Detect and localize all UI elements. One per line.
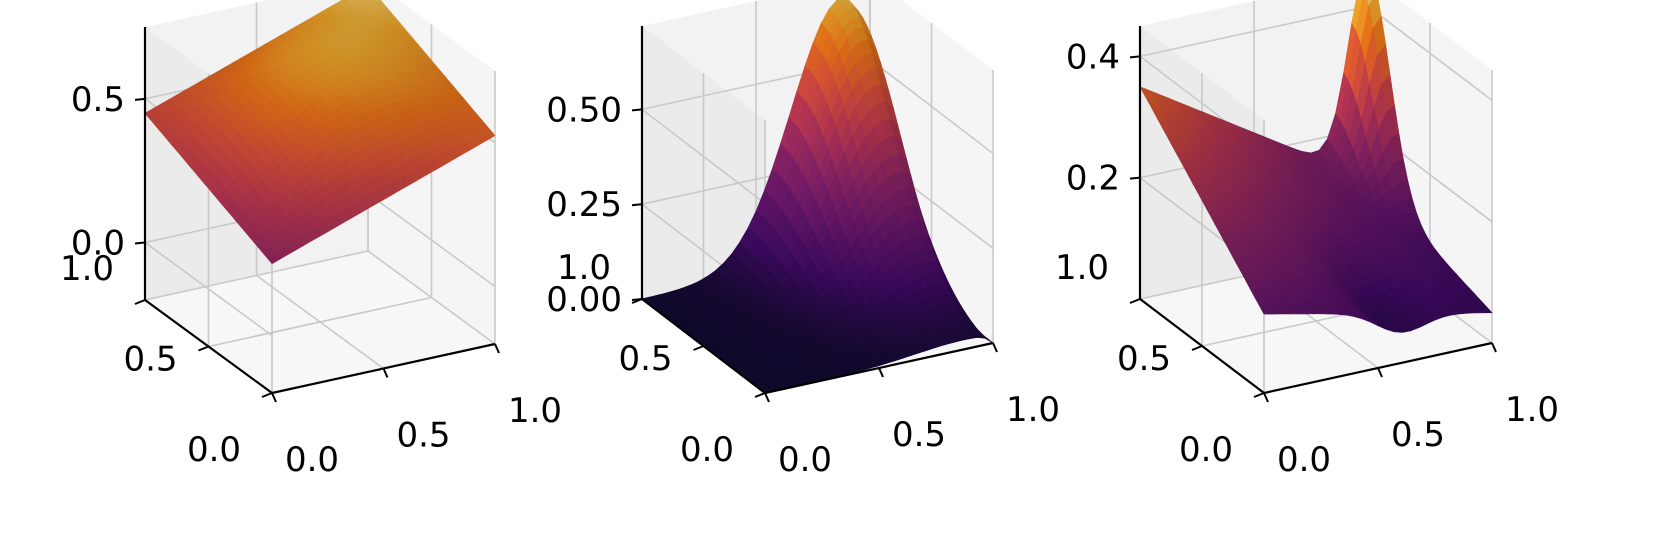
x-tick-label: 1.0 <box>1505 390 1559 430</box>
x-tick-label: 1.0 <box>1006 390 1060 430</box>
y-tick <box>1129 298 1141 304</box>
x-tick <box>1491 342 1497 353</box>
z-tick-label: 0.5 <box>71 80 125 120</box>
surface-patch <box>1259 305 1273 315</box>
surface-mesh <box>1139 0 1493 333</box>
axis-lines <box>631 26 998 403</box>
x-tick <box>1263 392 1269 403</box>
tick-labels: 0.00.51.00.00.51.00.000.250.50 <box>546 90 1060 480</box>
axis-lines <box>1129 26 1497 403</box>
y-tick-label: 0.0 <box>1179 430 1233 470</box>
x-tick-label: 0.0 <box>1277 440 1331 480</box>
surface-plot-3: 0.0 0.5 1.0 0.0 0.5 1.0 0.2 0.4 <box>1055 0 1559 480</box>
surface-patch <box>267 252 281 265</box>
y-tick-label: 0.5 <box>123 340 177 380</box>
y-tick <box>261 392 273 398</box>
z-tick-label: 0.4 <box>1066 37 1120 77</box>
surface-mesh <box>144 0 496 265</box>
x-tick-label: 1.0 <box>508 391 562 431</box>
x-tick-label: 0.0 <box>778 440 832 480</box>
x-tick <box>764 392 770 403</box>
z-tick-label: 0.50 <box>546 90 622 130</box>
y-tick <box>198 345 209 352</box>
y-tick-label: 0.5 <box>618 339 672 379</box>
x-tick-label: 0.5 <box>892 415 946 455</box>
y-tick-label: 1.0 <box>1055 248 1109 288</box>
axis-lines <box>134 27 500 403</box>
y-tick <box>134 299 146 305</box>
z-tick <box>1129 55 1141 59</box>
z-tick <box>134 241 146 245</box>
x-tick-label: 0.5 <box>1391 415 1445 455</box>
y-tick <box>754 392 766 398</box>
y-tick-label: 0.5 <box>1117 339 1171 379</box>
gridline <box>640 153 994 299</box>
surface-plot-1: 0.00.51.00.00.51.00.00.5 <box>60 0 562 480</box>
x-tick-label: 0.5 <box>396 416 450 456</box>
y-tick <box>1191 345 1203 351</box>
gridline <box>1138 5 1493 151</box>
gridline <box>640 58 994 205</box>
y-tick <box>693 345 704 351</box>
z-tick-label: 0.00 <box>546 280 622 320</box>
tick-labels: 0.0 0.5 1.0 0.0 0.5 1.0 0.2 0.4 <box>1055 37 1559 480</box>
y-tick-label: 0.0 <box>187 430 241 470</box>
x-tick <box>878 367 884 378</box>
y-tick <box>1253 392 1265 398</box>
z-tick <box>631 108 643 112</box>
surface-plot-2: 0.00.51.00.00.51.00.000.250.50 <box>546 0 1060 480</box>
z-tick-label: 0.25 <box>546 185 622 225</box>
z-tick <box>631 298 643 301</box>
x-tick <box>494 343 500 354</box>
z-tick <box>134 97 146 101</box>
y-tick-label: 1.0 <box>557 248 611 288</box>
z-tick <box>631 203 643 207</box>
x-tick <box>1377 367 1383 378</box>
z-tick-label: 0.2 <box>1066 159 1120 199</box>
y-tick-label: 0.0 <box>680 430 734 470</box>
tick-labels: 0.00.51.00.00.51.00.00.5 <box>60 80 562 480</box>
z-tick <box>1129 176 1141 180</box>
z-tick-label: 0.0 <box>71 224 125 264</box>
surface-mesh <box>641 0 994 394</box>
y-tick-label: 1.0 <box>60 249 114 289</box>
x-tick <box>271 392 277 403</box>
x-tick-label: 0.0 <box>285 440 339 480</box>
x-tick <box>382 368 389 378</box>
gridline <box>1201 23 1431 347</box>
x-tick <box>992 342 998 353</box>
